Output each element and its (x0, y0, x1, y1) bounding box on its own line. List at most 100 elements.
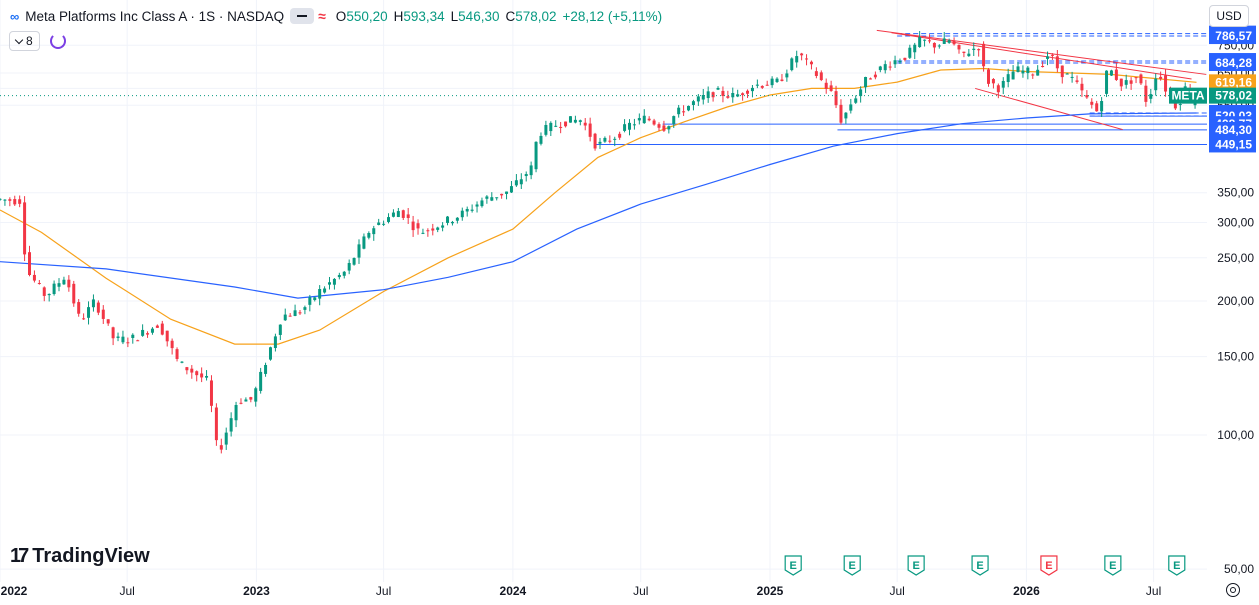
symbol-title[interactable]: Meta Platforms Inc Class A · 1S · NASDAQ (25, 8, 285, 24)
candle-body (677, 107, 681, 115)
indicators-toggle-button[interactable]: 8 (9, 31, 40, 51)
tradingview-logo-mark: 17 (10, 545, 29, 567)
candle-body (278, 324, 282, 335)
candle-body (1016, 66, 1020, 72)
candle-body (475, 204, 479, 207)
x-tick-label: Jul (119, 584, 134, 598)
candle-body (583, 122, 587, 126)
candle-body (996, 85, 1000, 93)
candle-body (8, 199, 12, 201)
earnings-marker-label: E (849, 560, 856, 572)
earnings-marker-icon (1104, 555, 1122, 576)
candle-body (967, 53, 971, 57)
compare-wave-icon[interactable]: ≈ (318, 8, 326, 24)
hide-pill-icon[interactable] (290, 8, 315, 24)
y-tick-label: 300,00 (1217, 216, 1254, 230)
candle-body (800, 53, 804, 56)
candle-body (13, 199, 17, 205)
candle-body (441, 225, 445, 228)
candle-body (1011, 71, 1015, 80)
candle-body (598, 141, 602, 144)
candle-body (485, 196, 489, 199)
candle-body (588, 123, 592, 137)
candle-body (957, 44, 961, 50)
x-tick-label: Jul (889, 584, 904, 598)
tradingview-logo[interactable]: 17 TradingView (10, 545, 150, 568)
candle-body (465, 208, 469, 212)
candle-body (667, 126, 671, 130)
refresh-icon[interactable] (49, 33, 66, 49)
candle-body (755, 84, 759, 86)
candle-body (391, 212, 395, 217)
candle-body (303, 307, 307, 310)
candle-body (480, 200, 484, 207)
level-price-badge (1209, 121, 1256, 138)
earnings-marker-label: E (1109, 560, 1116, 572)
candle-body (1154, 78, 1158, 91)
candle-body (411, 221, 415, 231)
meta-logo-icon: ∞ (10, 8, 20, 24)
candle-body (72, 283, 76, 304)
candle-body (947, 40, 951, 43)
candle-body (1041, 66, 1045, 68)
candle-body (62, 279, 66, 285)
candle-body (1065, 73, 1069, 75)
currency-button[interactable]: USD (1209, 5, 1249, 27)
trend-line (891, 32, 1192, 80)
candle-body (849, 104, 853, 111)
candle-body (647, 118, 651, 121)
candle-body (367, 232, 371, 238)
candle-body (426, 230, 430, 232)
y-tick-label: 200,00 (1217, 294, 1254, 308)
candle-body (923, 39, 927, 41)
candle-body (18, 199, 22, 204)
candle-body (431, 228, 435, 231)
candle-body (554, 125, 558, 127)
candle-body (495, 197, 499, 199)
candle-body (205, 375, 209, 378)
candle-body (509, 186, 513, 193)
price-badge (1209, 87, 1256, 104)
candle-body (908, 47, 912, 58)
candle-body (760, 85, 764, 88)
candle-body (131, 334, 135, 338)
candle-body (927, 40, 931, 42)
candle-body (627, 122, 631, 130)
candle-body (170, 340, 174, 349)
candle-body (829, 85, 833, 91)
price-badge-label: 578,02 (1215, 89, 1252, 103)
candle-body (559, 126, 563, 128)
candle-body (146, 333, 150, 335)
candle-body (1129, 80, 1133, 84)
candle-body (1095, 103, 1099, 112)
candle-body (519, 179, 523, 185)
candle-body (259, 371, 263, 391)
earnings-marker-icon (1168, 555, 1186, 576)
candle-body (687, 105, 691, 111)
candle-body (805, 58, 809, 60)
candle-body (1070, 76, 1074, 78)
candle-body (77, 302, 81, 314)
candle-body (765, 84, 769, 86)
candle-body (1060, 65, 1064, 78)
candle-body (977, 49, 981, 51)
candle-body (529, 165, 533, 176)
candle-body (741, 93, 745, 96)
candle-body (273, 336, 277, 349)
candle-body (1114, 69, 1118, 80)
candle-body (775, 78, 779, 82)
earnings-marker-icon (971, 555, 989, 576)
candle-body (642, 115, 646, 124)
settings-gear-icon[interactable] (1226, 583, 1240, 597)
moving-average-line (0, 67, 1197, 345)
candle-body (1149, 94, 1153, 99)
symbol-header: ∞ Meta Platforms Inc Class A · 1S · NASD… (10, 6, 662, 26)
candle-body (854, 98, 858, 103)
candle-body (780, 79, 784, 81)
x-tick-label: 2024 (500, 584, 527, 598)
candle-body (952, 40, 956, 45)
earnings-marker-icon (907, 555, 925, 576)
level-price-badge (1209, 28, 1256, 45)
candle-body (1075, 80, 1079, 82)
